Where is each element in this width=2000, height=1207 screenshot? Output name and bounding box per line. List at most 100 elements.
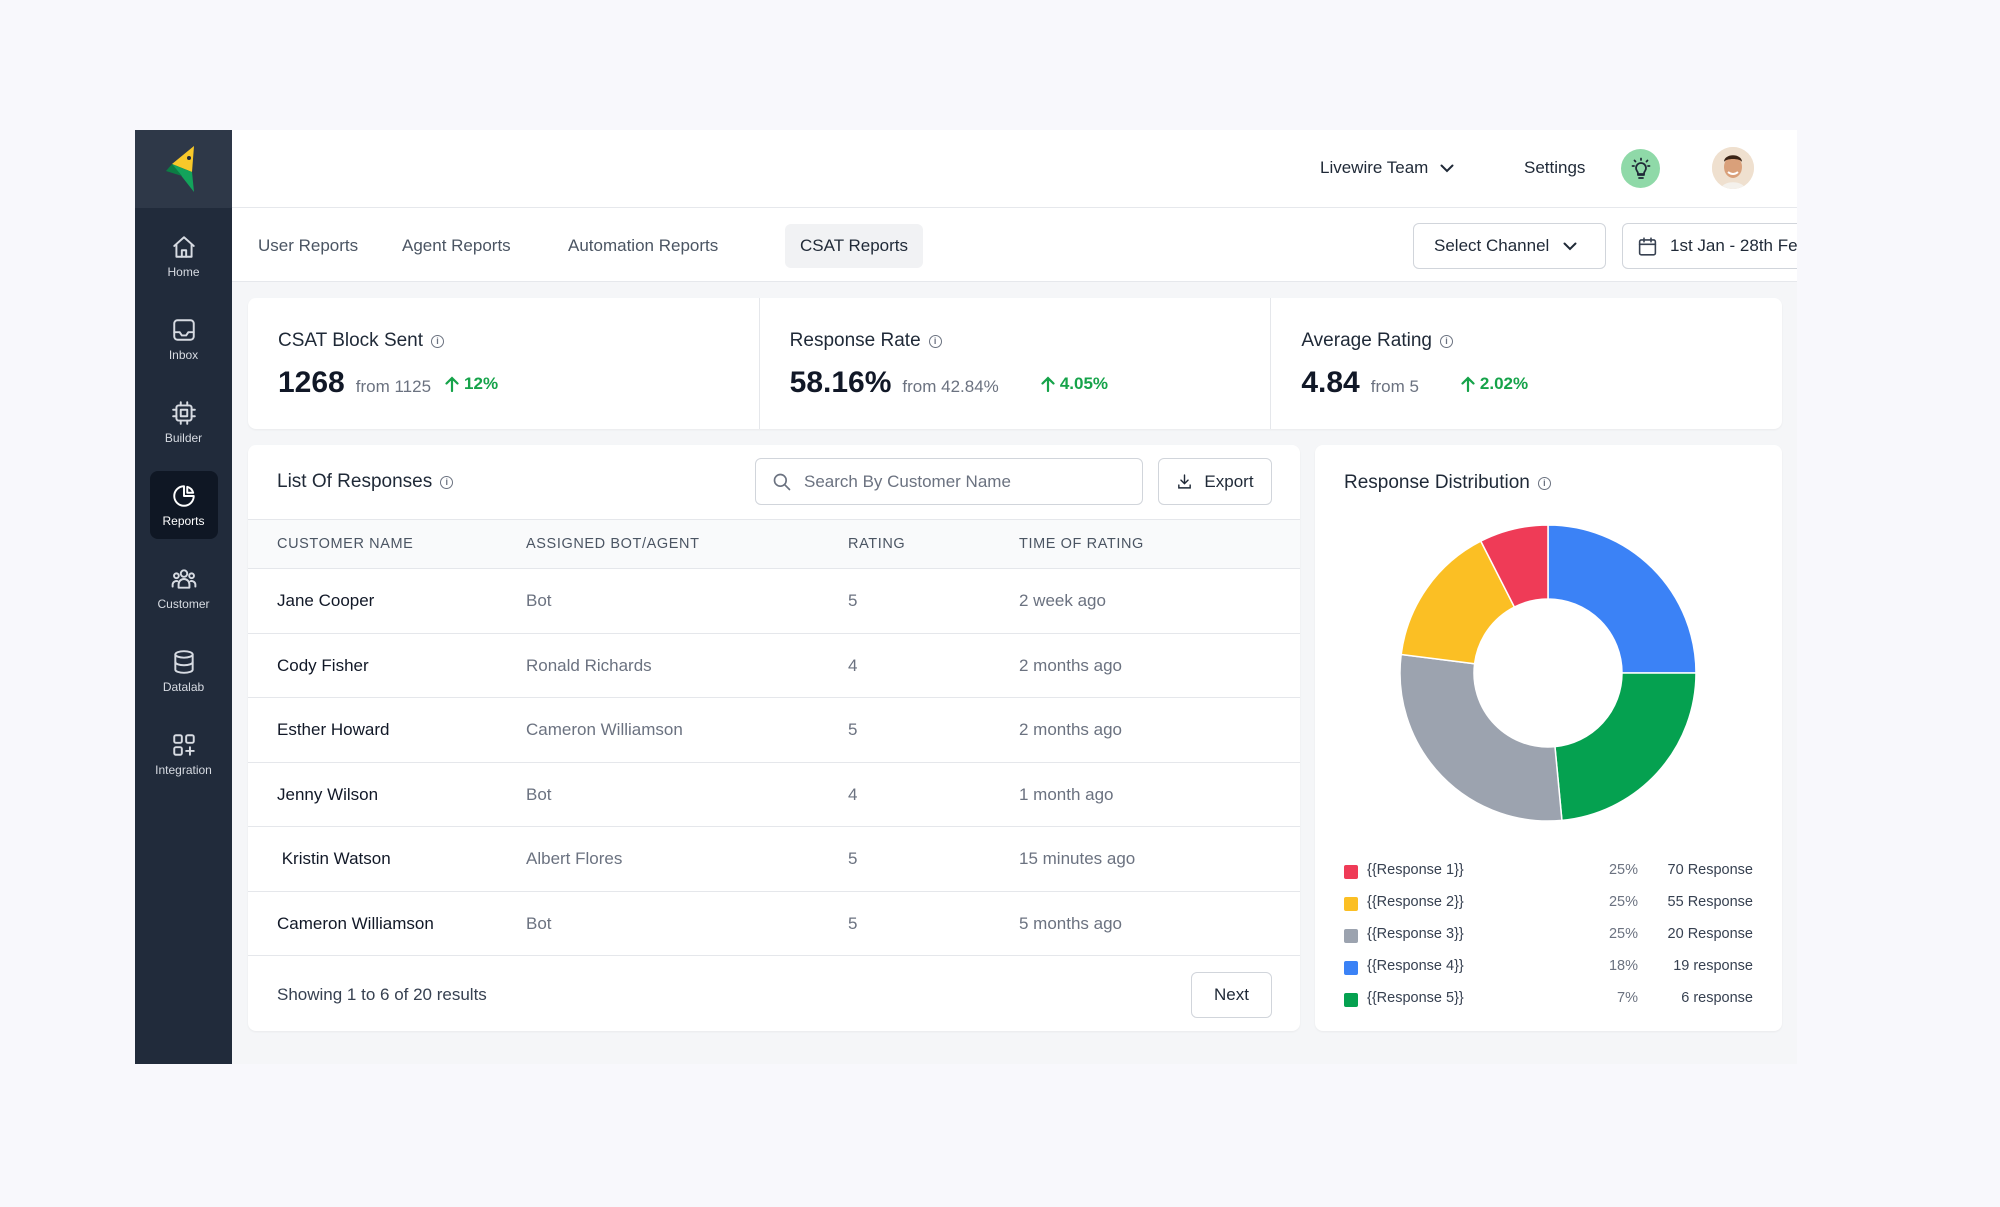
sidebar-item-reports[interactable]: Reports xyxy=(149,471,218,539)
sidebar-item-inbox[interactable]: Inbox xyxy=(150,305,218,373)
column-header-rating[interactable]: RATING xyxy=(848,536,906,552)
stat-value-row: 58.16% from 42.84% 4.05% xyxy=(790,366,1241,400)
brand-logo-icon xyxy=(165,146,194,192)
donut-slice[interactable] xyxy=(1554,672,1697,822)
sidebar-item-label: Builder xyxy=(164,430,203,445)
info-icon[interactable]: i xyxy=(1537,476,1551,490)
donut-slice[interactable] xyxy=(1547,524,1697,674)
sidebar-item-datalab[interactable]: Datalab xyxy=(150,637,218,705)
stat-delta-value: 4.05% xyxy=(1059,374,1109,393)
team-switcher[interactable]: Livewire Team xyxy=(1320,158,1454,178)
stat-value: 1268 xyxy=(278,366,345,399)
table-row[interactable]: Cody Fisher Ronald Richards 4 2 months a… xyxy=(248,634,1300,698)
tips-button[interactable] xyxy=(1621,149,1660,188)
export-button[interactable]: Export xyxy=(1158,458,1272,505)
sidebar-item-builder[interactable]: Builder xyxy=(150,388,218,456)
stat-title-row: Average Rating i xyxy=(1301,330,1752,352)
legend-swatch xyxy=(1344,929,1358,943)
rating: 4 xyxy=(848,784,858,804)
report-tabs-bar: User Reports Agent Reports Automation Re… xyxy=(232,208,1797,282)
logo[interactable] xyxy=(135,130,232,208)
download-icon xyxy=(1178,474,1192,489)
column-header-customer-name[interactable]: CUSTOMER NAME xyxy=(277,536,414,552)
time-of-rating: 5 months ago xyxy=(1019,913,1123,933)
search-icon xyxy=(773,473,791,490)
customer-name: Kristin Watson xyxy=(277,849,391,868)
chevron-down-icon xyxy=(1440,164,1454,172)
sidebar-item-integration[interactable]: Integration xyxy=(150,720,218,788)
sidebar-item-label: Integration xyxy=(155,762,212,777)
users-icon xyxy=(171,568,196,589)
channel-select[interactable]: Select Channel xyxy=(1413,223,1606,269)
sidebar-item-label: Inbox xyxy=(168,347,199,362)
info-icon[interactable]: i xyxy=(440,475,454,489)
pagination-footer: Showing 1 to 6 of 20 results Next xyxy=(248,957,1300,1031)
stat-card: Average Rating i 4.84 from 5 2.02% xyxy=(1271,298,1782,429)
rating: 5 xyxy=(848,849,858,868)
table-row[interactable]: Jane Cooper Bot 5 2 week ago xyxy=(248,569,1300,634)
stat-value: 58.16% xyxy=(789,366,892,399)
customer-name: Esther Howard xyxy=(277,720,390,739)
legend-item: {{Response 3}} 25% 20 Response xyxy=(1344,922,1753,954)
column-header-time-of-rating[interactable]: TIME OF RATING xyxy=(1019,536,1144,552)
legend-percent: 25% xyxy=(1608,862,1638,878)
response-distribution-card: Response Distribution i {{Response 1}} 2… xyxy=(1315,445,1782,1031)
donut-slice[interactable] xyxy=(1479,524,1549,609)
legend-item: {{Response 5}} 7% 6 response xyxy=(1344,986,1753,1018)
assigned-agent: Bot xyxy=(526,591,552,610)
legend-name: {{Response 1}} xyxy=(1367,862,1464,878)
donut-slice[interactable] xyxy=(1399,653,1563,822)
info-icon[interactable]: i xyxy=(928,334,942,348)
table-row[interactable]: Kristin Watson Albert Flores 5 15 minute… xyxy=(248,827,1300,892)
tab-user-reports[interactable]: User Reports xyxy=(258,236,359,255)
assigned-agent: Bot xyxy=(526,913,552,933)
responses-card: List Of Responses i Export CUSTOMER NAME… xyxy=(248,445,1300,1031)
tab-agent-reports[interactable]: Agent Reports xyxy=(402,236,511,255)
sidebar-item-home[interactable]: Home xyxy=(150,222,218,290)
tab-automation-reports[interactable]: Automation Reports xyxy=(568,236,719,255)
info-icon[interactable]: i xyxy=(431,334,445,348)
arrow-up-icon xyxy=(445,376,459,392)
column-header-assigned-agent[interactable]: ASSIGNED BOT/AGENT xyxy=(526,536,700,552)
responses-title-row: List Of Responses i xyxy=(277,471,454,493)
top-bar: Livewire Team Settings xyxy=(232,130,1797,208)
rating: 5 xyxy=(848,591,858,610)
stat-value: 4.84 xyxy=(1301,366,1360,399)
time-of-rating: 15 minutes ago xyxy=(1019,849,1136,868)
legend-swatch xyxy=(1344,897,1358,911)
stat-title: Response Rate xyxy=(789,330,921,351)
sidebar-item-customer[interactable]: Customer xyxy=(150,554,218,622)
search-box xyxy=(755,458,1143,505)
stat-delta: 2.02% xyxy=(1461,374,1528,394)
next-page-button[interactable]: Next xyxy=(1191,972,1272,1018)
date-range-picker[interactable]: 1st Jan - 28th Feb, 2021 xyxy=(1622,223,1797,269)
customer-name: Jenny Wilson xyxy=(277,784,379,804)
channel-select-label: Select Channel xyxy=(1434,236,1550,255)
arrow-up-icon xyxy=(1461,376,1475,392)
avatar[interactable] xyxy=(1712,147,1754,189)
assigned-agent: Cameron Williamson xyxy=(526,720,683,739)
settings-link[interactable]: Settings xyxy=(1524,158,1586,177)
stat-delta-value: 12% xyxy=(464,374,499,393)
date-range-label: 1st Jan - 28th Feb, 2021 xyxy=(1670,236,1797,255)
legend-count: 20 Response xyxy=(1667,926,1753,942)
table-row[interactable]: Cameron Williamson Bot 5 5 months ago xyxy=(248,892,1300,956)
sidebar-item-label: Datalab xyxy=(162,679,205,694)
time-of-rating: 1 month ago xyxy=(1019,784,1114,804)
stats-summary: CSAT Block Sent i 1268 from 1125 12% Res… xyxy=(248,298,1782,429)
stat-from: from 5 xyxy=(1370,377,1419,396)
info-icon[interactable]: i xyxy=(1439,334,1453,348)
stat-delta-value: 2.02% xyxy=(1479,374,1529,393)
legend-percent: 25% xyxy=(1608,894,1638,910)
customer-name: Jane Cooper xyxy=(277,591,375,610)
table-row[interactable]: Esther Howard Cameron Williamson 5 2 mon… xyxy=(248,698,1300,763)
tab-csat-reports[interactable]: CSAT Reports xyxy=(785,224,924,268)
user-avatar-icon xyxy=(1712,147,1754,189)
search-input[interactable] xyxy=(804,471,1124,492)
distribution-title-row: Response Distribution i xyxy=(1344,472,1551,494)
table-row[interactable]: Jenny Wilson Bot 4 1 month ago xyxy=(248,763,1300,827)
pagination-summary: Showing 1 to 6 of 20 results xyxy=(277,985,487,1004)
legend-name: {{Response 3}} xyxy=(1367,926,1464,942)
inbox-icon xyxy=(172,318,195,341)
legend-swatch xyxy=(1344,865,1358,879)
